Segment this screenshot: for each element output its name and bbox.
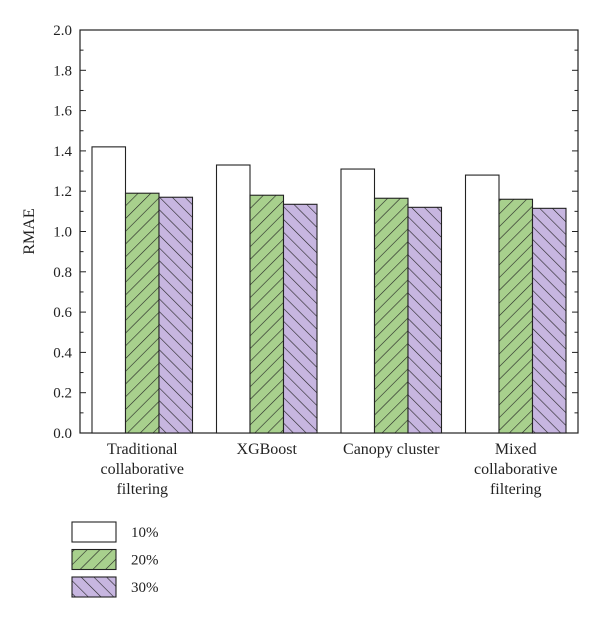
y-tick-label: 0.4 [53,345,72,361]
legend-label: 10% [131,525,159,541]
y-tick-label: 0.8 [53,265,72,281]
y-axis-title: RMAE [21,208,38,254]
y-tick-label: 1.2 [53,184,72,200]
x-category-label: collaborative [100,461,184,478]
x-category-label: XGBoost [237,441,298,458]
legend-label: 20% [131,553,159,569]
y-tick-label: 1.0 [53,225,72,241]
bar-fill [216,165,250,433]
bar [531,207,567,434]
x-category-label: Traditional [107,441,178,458]
legend-swatch [71,576,117,598]
y-tick-label: 2.0 [53,23,72,39]
bar [373,197,409,434]
bar-fill [341,169,375,433]
y-tick-label: 0.0 [53,426,72,442]
x-category-label: collaborative [474,461,558,478]
y-tick-label: 1.8 [53,63,72,79]
y-tick-label: 1.4 [53,144,72,160]
bar-fill [92,146,126,433]
bar [158,196,194,434]
x-category-label: filtering [490,481,542,498]
bar-fill [465,175,499,433]
legend-label: 30% [131,580,159,596]
bar [407,206,443,434]
bar [249,194,285,434]
y-tick-label: 0.2 [53,386,72,402]
bar [124,192,160,434]
x-category-label: filtering [116,481,168,498]
y-tick-label: 0.6 [53,305,72,321]
x-category-label: Canopy cluster [343,441,440,458]
y-tick-label: 1.6 [53,104,72,120]
legend-swatch-fill [72,522,116,542]
legend-swatch [71,521,117,543]
legend-swatch [71,548,117,571]
x-category-label: Mixed [495,441,537,458]
bar [498,198,534,434]
bar [282,203,318,434]
